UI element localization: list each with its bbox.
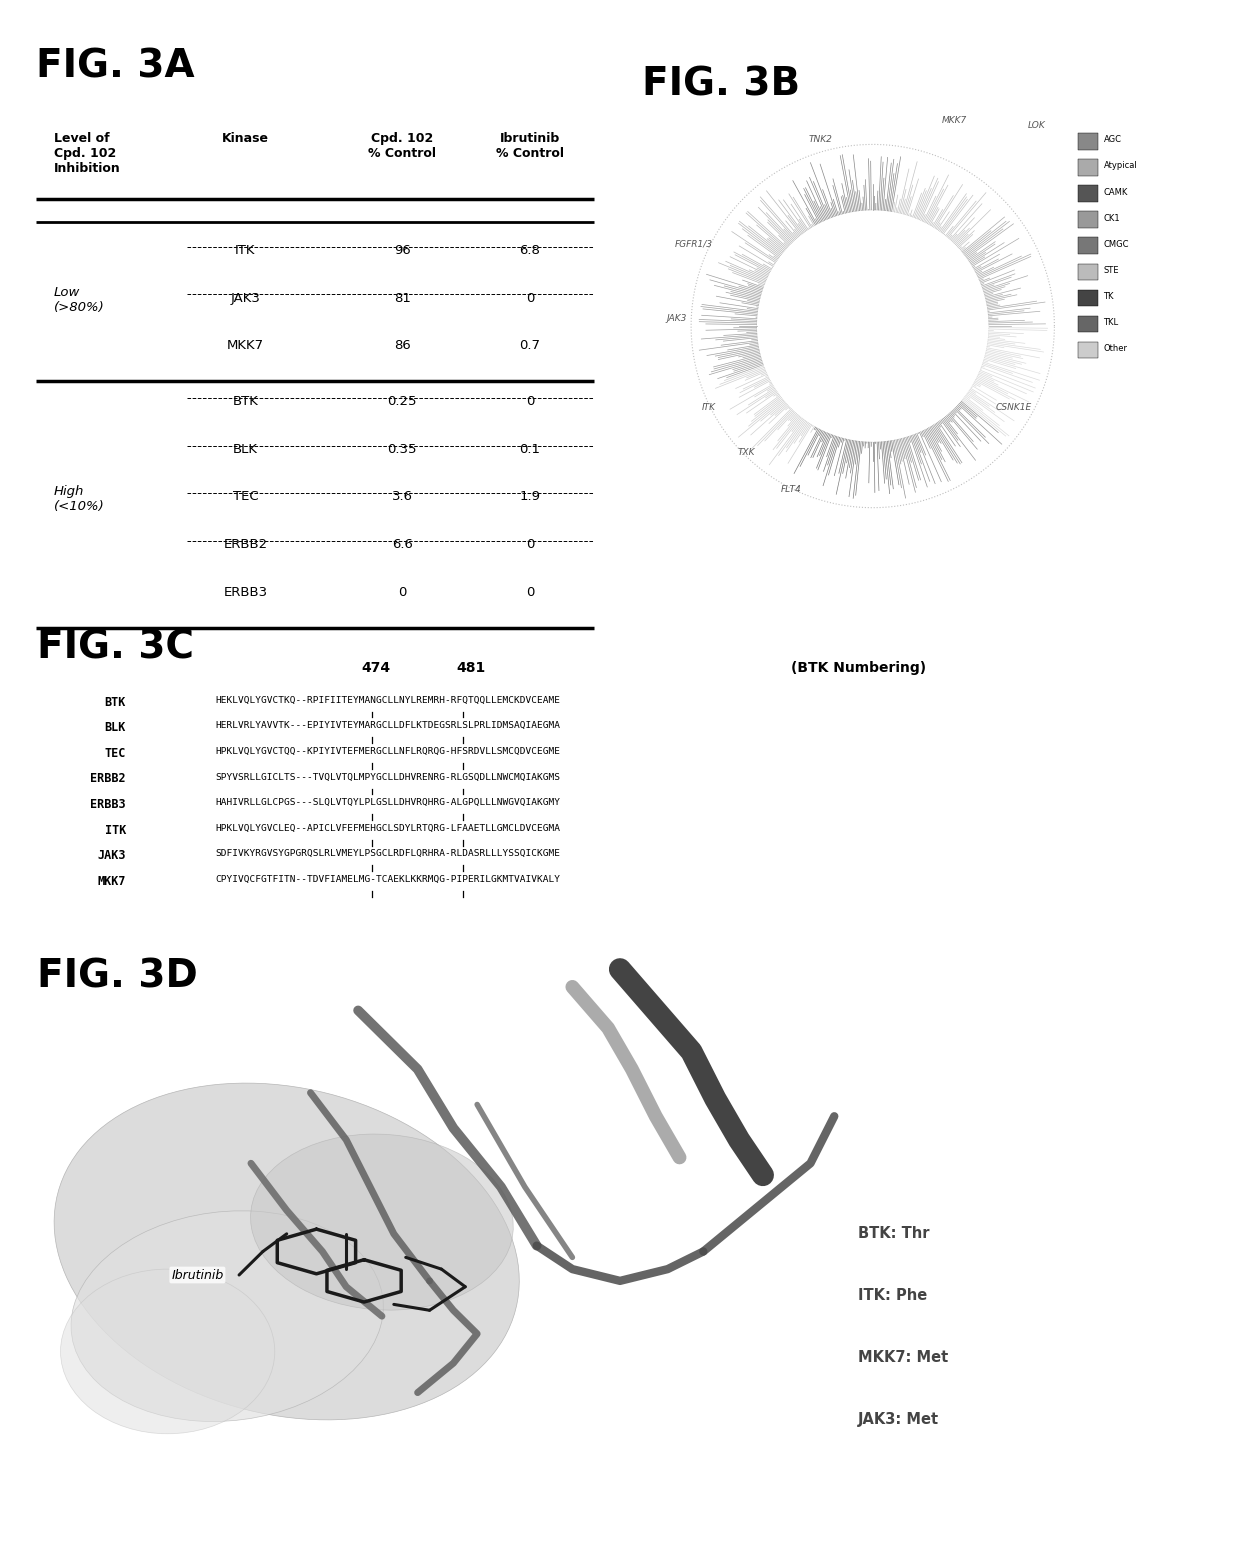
- Text: 474: 474: [361, 661, 391, 675]
- Text: Low
(>80%): Low (>80%): [53, 285, 104, 313]
- Text: CK1: CK1: [1104, 214, 1120, 223]
- Text: FIG. 3C: FIG. 3C: [37, 628, 193, 667]
- Text: 0: 0: [526, 538, 534, 550]
- Text: HPKLVQLYGVCLEQ--APICLVFEFMEHGCLSDYLRTQRG-LFAAETLLGMCLDVCEGMA: HPKLVQLYGVCLEQ--APICLVFEFMEHGCLSDYLRTQRG…: [216, 823, 560, 833]
- Text: SDFIVKYRGVSYGPGRQSLRLVMEYLPSGCLRDFLQRHRA-RLDASRLLLYSSQICKGME: SDFIVKYRGVSYGPGRQSLRLVMEYLPSGCLRDFLQRHRA…: [216, 850, 560, 859]
- Text: JAK3: JAK3: [98, 850, 126, 862]
- Text: TEC: TEC: [104, 747, 126, 759]
- Text: 3.6: 3.6: [392, 491, 413, 504]
- Text: HPKLVQLYGVCTQQ--KPIYIVTEFMERGCLLNFLRQRQG-HFSRDVLLSMCQDVCEGME: HPKLVQLYGVCTQQ--KPIYIVTEFMERGCLLNFLRQRQG…: [216, 747, 560, 756]
- Text: MKK7: Met: MKK7: Met: [858, 1350, 949, 1364]
- Text: ITK: ITK: [702, 404, 715, 413]
- Text: TXK: TXK: [738, 447, 755, 457]
- Text: 86: 86: [394, 340, 410, 352]
- Text: CMGC: CMGC: [1104, 240, 1130, 248]
- Text: TNK2: TNK2: [808, 136, 832, 145]
- Text: STE: STE: [1104, 265, 1118, 274]
- Text: HEKLVQLYGVCTKQ--RPIFIITEYMANGCLLNYLREMRH-RFQTQQLLEMCKDVCEAME: HEKLVQLYGVCTKQ--RPIFIITEYMANGCLLNYLREMRH…: [216, 695, 560, 705]
- Text: MKK7: MKK7: [227, 340, 264, 352]
- Text: 0.35: 0.35: [387, 443, 417, 455]
- Text: JAK3: JAK3: [666, 313, 687, 323]
- Text: MKK7: MKK7: [942, 115, 967, 125]
- Bar: [1079, 237, 1097, 254]
- Text: 0: 0: [526, 292, 534, 304]
- Text: Atypical: Atypical: [1104, 162, 1137, 170]
- Text: ITK: Phe: ITK: Phe: [858, 1288, 928, 1303]
- Text: ERBB3: ERBB3: [223, 586, 268, 599]
- Text: Ibrutinib: Ibrutinib: [171, 1269, 223, 1281]
- Text: 6.6: 6.6: [392, 538, 413, 550]
- Bar: [1079, 133, 1097, 150]
- Bar: [1079, 212, 1097, 228]
- Bar: [1079, 263, 1097, 281]
- Text: SPYVSRLLGICLTS---TVQLVTQLMPYGCLLDHVRENRG-RLGSQDLLNWCMQIAKGMS: SPYVSRLLGICLTS---TVQLVTQLMPYGCLLDHVRENRG…: [216, 773, 560, 781]
- Ellipse shape: [71, 1211, 383, 1422]
- Text: CAMK: CAMK: [1104, 187, 1128, 196]
- Text: Kinase: Kinase: [222, 133, 269, 145]
- Text: 0: 0: [526, 586, 534, 599]
- Text: LOK: LOK: [1028, 120, 1045, 129]
- Text: ERBB3: ERBB3: [91, 798, 126, 811]
- Text: 81: 81: [394, 292, 410, 304]
- Text: CPYIVQCFGTFITN--TDVFIAMELMG-TCAEKLKKRMQG-PIPERILGKMTVAIVKALY: CPYIVQCFGTFITN--TDVFIAMELMG-TCAEKLKKRMQG…: [216, 875, 560, 884]
- Text: AGC: AGC: [1104, 136, 1121, 145]
- Bar: [1079, 341, 1097, 359]
- Text: BTK: BTK: [104, 695, 126, 709]
- Text: High
(<10%): High (<10%): [53, 485, 104, 513]
- Text: HERLVRLYAVVTK---EPIYIVTEYMARGCLLDFLKTDEGSRLSLPRLIDMSAQIAEGMA: HERLVRLYAVVTK---EPIYIVTEYMARGCLLDFLKTDEG…: [216, 722, 560, 730]
- Bar: [1079, 290, 1097, 306]
- Text: (BTK Numbering): (BTK Numbering): [791, 661, 925, 675]
- Text: 1.9: 1.9: [520, 491, 541, 504]
- Text: MKK7: MKK7: [98, 875, 126, 889]
- Text: 0: 0: [398, 586, 407, 599]
- Text: BLK: BLK: [104, 722, 126, 734]
- Text: 96: 96: [394, 243, 410, 257]
- Text: 0: 0: [526, 394, 534, 408]
- Text: TEC: TEC: [233, 491, 258, 504]
- Text: 6.8: 6.8: [520, 243, 541, 257]
- Text: ERBB2: ERBB2: [91, 773, 126, 786]
- Bar: [1079, 315, 1097, 332]
- Ellipse shape: [250, 1133, 513, 1310]
- Text: Ibrutinib
% Control: Ibrutinib % Control: [496, 133, 564, 161]
- Text: BTK: BTK: [233, 394, 258, 408]
- Text: 0.7: 0.7: [520, 340, 541, 352]
- Text: CSNK1E: CSNK1E: [996, 404, 1033, 413]
- Text: TK: TK: [1104, 292, 1114, 301]
- Text: BTK: Thr: BTK: Thr: [858, 1227, 930, 1241]
- Text: Level of
Cpd. 102
Inhibition: Level of Cpd. 102 Inhibition: [53, 133, 120, 175]
- Text: JAK3: JAK3: [231, 292, 260, 304]
- Text: BLK: BLK: [233, 443, 258, 455]
- Bar: [1079, 186, 1097, 201]
- Text: JAK3: Met: JAK3: Met: [858, 1411, 939, 1426]
- Ellipse shape: [55, 1084, 520, 1420]
- Text: FIG. 3D: FIG. 3D: [37, 957, 197, 996]
- Text: FGFR1/3: FGFR1/3: [675, 240, 713, 248]
- Text: 0.25: 0.25: [387, 394, 417, 408]
- Bar: [1079, 159, 1097, 176]
- Text: 0.1: 0.1: [520, 443, 541, 455]
- Text: TKL: TKL: [1104, 318, 1118, 327]
- Text: 481: 481: [456, 661, 486, 675]
- Text: Cpd. 102
% Control: Cpd. 102 % Control: [368, 133, 436, 161]
- Text: FIG. 3B: FIG. 3B: [642, 65, 800, 103]
- Text: FIG. 3A: FIG. 3A: [36, 48, 195, 86]
- Text: HAHIVRLLGLCPGS---SLQLVTQYLPLGSLLDHVRQHRG-ALGPQLLLNWGVQIAKGMY: HAHIVRLLGLCPGS---SLQLVTQYLPLGSLLDHVRQHRG…: [216, 798, 560, 808]
- Text: ERBB2: ERBB2: [223, 538, 268, 550]
- Ellipse shape: [61, 1269, 275, 1434]
- Text: FLT4: FLT4: [780, 485, 801, 494]
- Text: Other: Other: [1104, 345, 1127, 352]
- Text: ITK: ITK: [104, 823, 126, 837]
- Text: ITK: ITK: [236, 243, 255, 257]
